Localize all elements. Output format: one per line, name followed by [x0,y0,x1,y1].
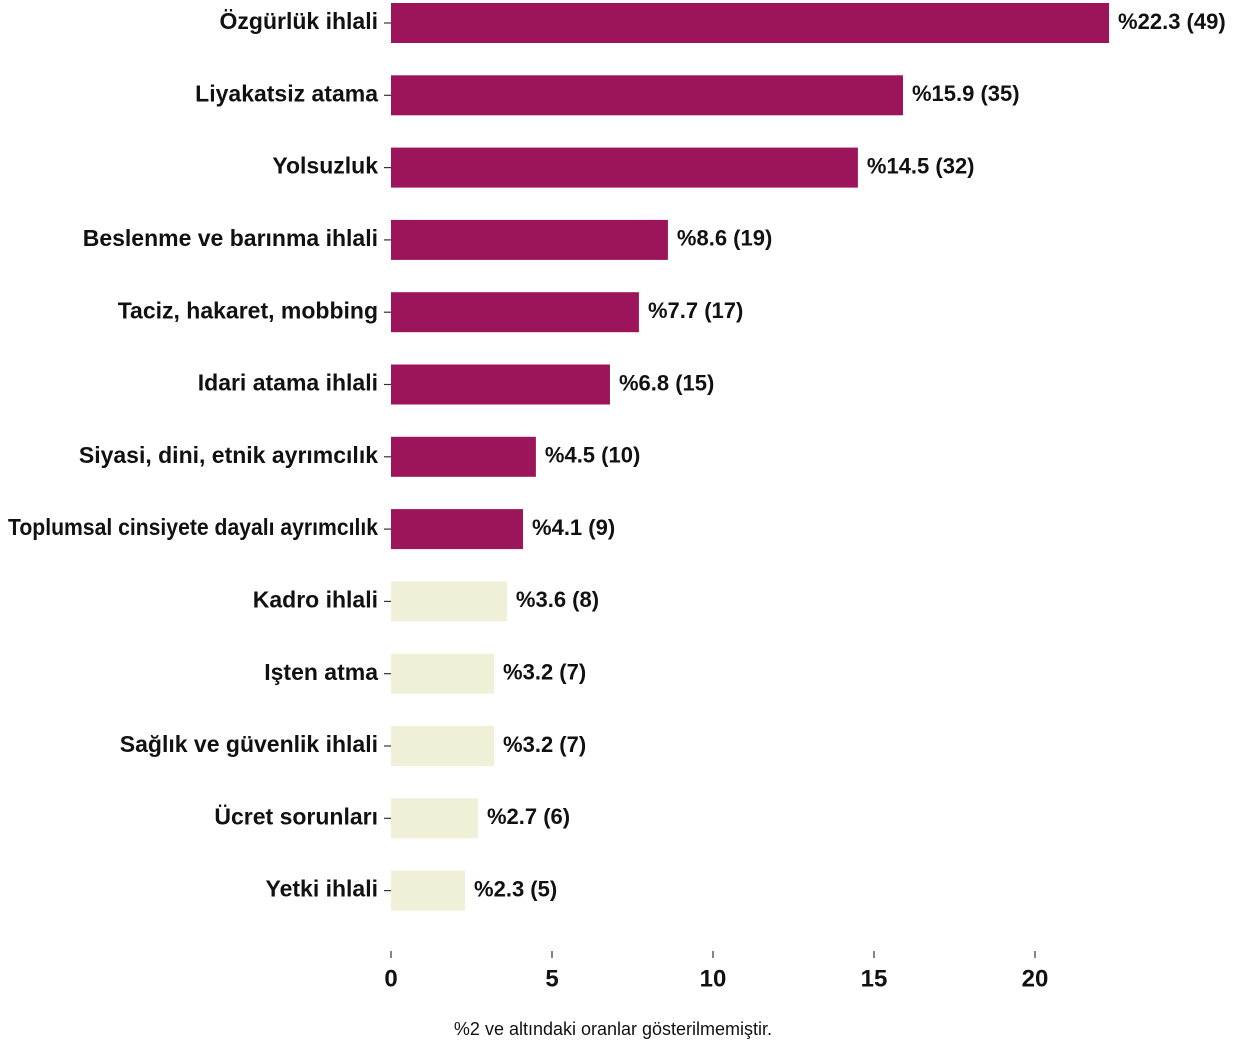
x-tick-label: 10 [700,965,727,992]
value-label: %2.7 (6) [487,804,570,829]
x-tick-label: 15 [861,965,888,992]
y-tick-label: Yolsuzluk [272,153,378,179]
x-tick-label: 20 [1022,965,1049,992]
x-tick-label: 0 [384,965,397,992]
y-tick-label: Toplumsal cinsiyete dayalı ayrımcılık [8,514,378,540]
bar [391,364,610,405]
bar [391,3,1110,43]
y-tick-label: Özgürlük ihlali [220,8,378,34]
y-tick-label: Ücret sorunları [214,803,378,829]
x-tick-label: 5 [545,965,558,992]
value-label: %3.2 (7) [503,660,586,685]
value-label: %3.2 (7) [503,732,586,757]
value-label: %2.3 (5) [474,876,557,901]
value-label: %4.5 (10) [545,443,640,468]
value-label: %6.8 (15) [619,370,714,395]
y-tick-label: Siyasi, dini, etnik ayrımcılık [79,442,378,468]
y-tick-label: Yetki ihlali [266,876,379,902]
value-label: %14.5 (32) [867,153,975,178]
value-label: %3.6 (8) [516,587,599,612]
bar [391,147,858,188]
value-label: %8.6 (19) [677,226,772,251]
y-tick-label: Kadro ihlali [253,586,378,612]
y-tick-label: Taciz, hakaret, mobbing [118,297,378,323]
bar [391,436,536,477]
bar [391,581,507,622]
value-label: %4.1 (9) [532,515,615,540]
bar [391,798,478,839]
bar [391,870,466,911]
bar [391,726,495,766]
value-label: %7.7 (17) [648,298,743,323]
y-tick-label: Işten atma [264,659,378,685]
bar [391,219,668,260]
bar [391,292,639,333]
y-tick-label: Liyakatsiz atama [195,80,378,106]
bar [391,509,524,550]
y-tick-label: Beslenme ve barınma ihlali [83,225,378,251]
y-tick-label: Idari atama ihlali [198,370,378,396]
bar [391,653,495,694]
value-label: %22.3 (49) [1118,9,1226,34]
value-label: %15.9 (35) [912,81,1020,106]
y-tick-label: Sağlık ve güvenlik ihlali [120,731,378,757]
footnote: %2 ve altındaki oranlar gösterilmemiştir… [454,1019,772,1039]
bar [391,75,903,116]
